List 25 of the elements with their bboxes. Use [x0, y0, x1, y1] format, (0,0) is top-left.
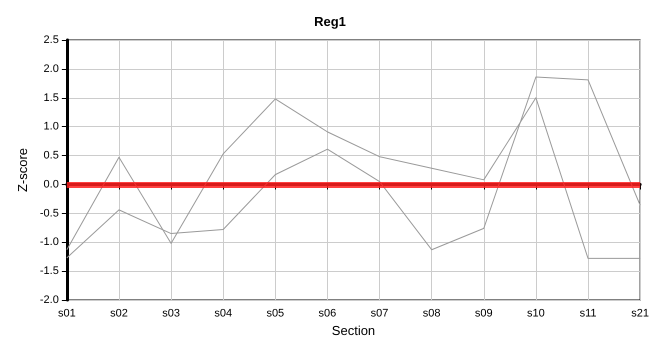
x-tick-label: s03 — [162, 308, 180, 320]
x-tick-label: s06 — [318, 308, 336, 320]
y-axis-title: Z-score — [15, 148, 30, 192]
x-tick-label: s21 — [631, 308, 650, 320]
y-tick-label: -1.5 — [40, 265, 59, 278]
x-tick-label: s11 — [580, 308, 596, 320]
y-tick-label: 1.5 — [44, 92, 59, 104]
x-tick-label: s04 — [214, 308, 232, 320]
y-tick-label: 2.5 — [44, 34, 59, 46]
chart-title: Reg1 — [314, 14, 346, 29]
x-tick-label: s09 — [474, 308, 493, 320]
x-tick-label: s01 — [58, 308, 76, 320]
x-tick-label: s05 — [266, 308, 284, 320]
y-tick-label: -1.0 — [40, 236, 59, 248]
y-tick-label: -2.0 — [40, 294, 59, 306]
x-tick-label: s02 — [110, 308, 128, 320]
x-tick-label: s08 — [422, 308, 441, 320]
y-tick-label: -0.5 — [40, 207, 59, 220]
y-tick-label: 0.5 — [44, 150, 59, 162]
x-tick-label: s10 — [527, 308, 545, 320]
y-tick-label: 2.0 — [44, 62, 59, 75]
y-tick-label: 0.0 — [44, 178, 59, 190]
x-axis-title: Section — [332, 322, 376, 338]
x-tick-label: s07 — [370, 308, 388, 320]
y-tick-label: 1.0 — [44, 120, 59, 133]
